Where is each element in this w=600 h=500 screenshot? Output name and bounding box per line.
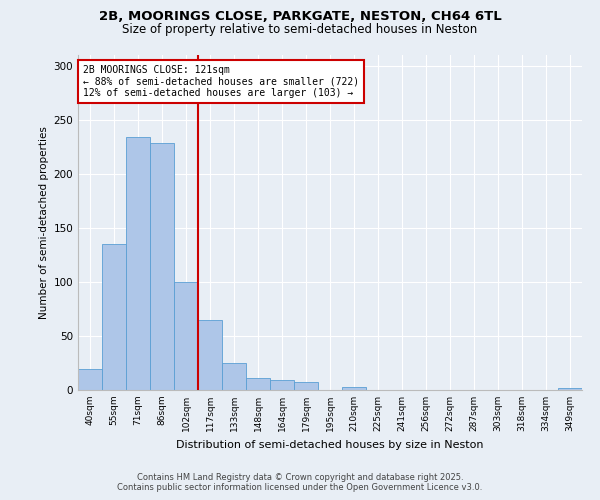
Y-axis label: Number of semi-detached properties: Number of semi-detached properties [39, 126, 49, 319]
Bar [102, 244, 126, 390]
Bar [246, 378, 270, 390]
Bar [270, 380, 294, 390]
Text: 2B, MOORINGS CLOSE, PARKGATE, NESTON, CH64 6TL: 2B, MOORINGS CLOSE, PARKGATE, NESTON, CH… [98, 10, 502, 23]
Text: Size of property relative to semi-detached houses in Neston: Size of property relative to semi-detach… [122, 22, 478, 36]
Bar [78, 370, 102, 390]
Bar [342, 387, 366, 390]
X-axis label: Distribution of semi-detached houses by size in Neston: Distribution of semi-detached houses by … [176, 440, 484, 450]
Bar [294, 382, 318, 390]
Text: Contains HM Land Registry data © Crown copyright and database right 2025.
Contai: Contains HM Land Registry data © Crown c… [118, 473, 482, 492]
Bar [198, 320, 222, 390]
Bar [222, 363, 246, 390]
Text: 2B MOORINGS CLOSE: 121sqm
← 88% of semi-detached houses are smaller (722)
12% of: 2B MOORINGS CLOSE: 121sqm ← 88% of semi-… [83, 65, 359, 98]
Bar [126, 137, 150, 390]
Bar [150, 142, 174, 390]
Bar [174, 282, 198, 390]
Bar [558, 388, 582, 390]
